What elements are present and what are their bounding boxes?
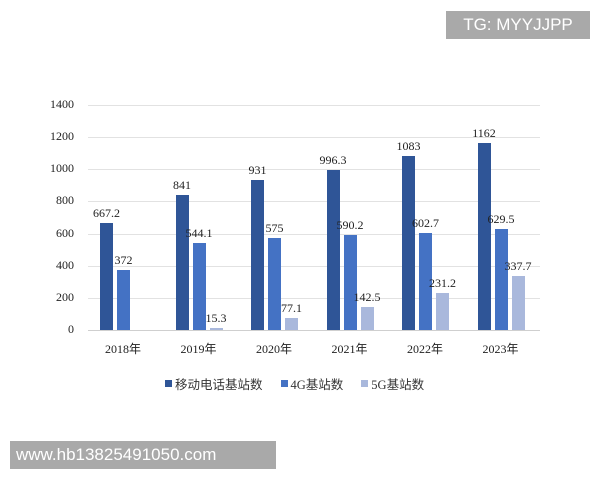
data-label: 667.2 <box>93 205 120 220</box>
data-label: 931 <box>248 163 267 178</box>
data-label: 841 <box>173 177 191 192</box>
bar <box>477 143 491 330</box>
legend-swatch-icon <box>361 380 369 387</box>
bar <box>343 235 357 330</box>
data-label: 337.7 <box>504 258 532 273</box>
y-tick-label: 800 <box>56 193 74 208</box>
gridline <box>88 330 540 331</box>
watermark-bottom-url: www.hb13825491050.com <box>10 441 276 469</box>
data-label: 372 <box>114 253 133 268</box>
gridline <box>88 137 540 139</box>
bar <box>268 237 281 330</box>
data-label: 1162 <box>472 126 496 141</box>
gridline <box>88 265 540 267</box>
data-label: 544.1 <box>185 225 213 240</box>
data-label: 142.5 <box>353 290 381 305</box>
gridline <box>88 105 540 106</box>
legend-swatch-icon <box>165 380 172 387</box>
data-label: 1083 <box>396 138 421 153</box>
x-tick-label: 2021年 <box>331 342 368 356</box>
bar <box>117 270 130 330</box>
data-label: 590.2 <box>336 218 364 233</box>
y-tick-label: 400 <box>56 257 74 272</box>
x-tick-label: 2018年 <box>104 342 141 356</box>
x-tick-label: 2020年 <box>255 342 292 356</box>
bar <box>251 180 264 330</box>
gridline <box>88 297 540 299</box>
y-tick-label: 1000 <box>50 161 74 176</box>
legend-item-4g: 4G基站数 <box>280 374 344 393</box>
bar <box>419 233 432 330</box>
bar <box>285 317 298 330</box>
x-tick-label: 2019年 <box>180 342 217 356</box>
y-tick-label: 0 <box>68 322 74 336</box>
bar <box>192 242 206 330</box>
bar <box>175 194 189 330</box>
data-label: 629.5 <box>487 211 515 226</box>
gridline <box>88 201 540 203</box>
y-tick-label: 1200 <box>50 129 74 144</box>
x-tick-label: 2022年 <box>406 342 443 356</box>
legend-label: 4G基站数 <box>290 378 344 392</box>
legend-item-mobile: 移动电话基站数 <box>165 374 263 393</box>
data-label: 996.3 <box>319 152 347 167</box>
y-tick-label: 200 <box>56 289 74 304</box>
legend-label: 移动电话基站数 <box>175 378 263 392</box>
bar <box>436 292 449 330</box>
bar <box>360 307 374 330</box>
data-label: 602.7 <box>412 216 439 231</box>
x-tick-label: 2023年 <box>482 342 519 356</box>
watermark-top-tag: TG: MYYJJPP <box>446 11 590 39</box>
legend-item-5g: 5G基站数 <box>361 374 424 393</box>
bar <box>100 222 113 330</box>
gridline <box>88 233 540 235</box>
bar <box>511 275 525 330</box>
gridline <box>88 169 540 171</box>
data-label: 15.3 <box>205 310 227 325</box>
legend-swatch-icon <box>280 380 288 387</box>
bar <box>494 228 508 330</box>
data-label: 231.2 <box>429 275 456 290</box>
data-label: 575 <box>265 220 284 235</box>
data-label: 77.1 <box>281 300 302 315</box>
y-tick-label: 600 <box>56 225 74 240</box>
bar <box>326 169 340 330</box>
chart-legend: 移动电话基站数 4G基站数 5G基站数 <box>165 374 424 393</box>
bar <box>209 327 223 330</box>
legend-label: 5G基站数 <box>371 378 425 392</box>
y-tick-label: 1400 <box>50 97 74 111</box>
bar <box>402 155 415 330</box>
